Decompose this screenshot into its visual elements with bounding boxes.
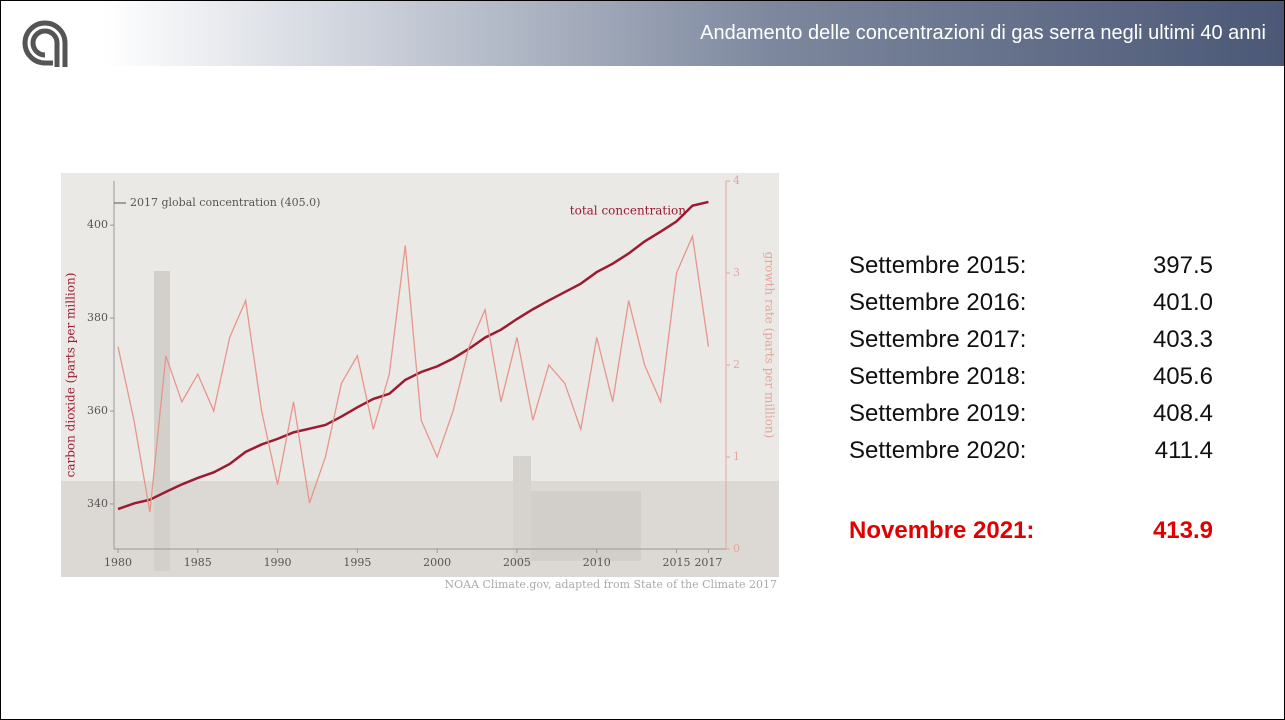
reading-row: Settembre 2015: 397.5 — [849, 252, 1213, 280]
y2-tick-label: 0 — [733, 542, 740, 555]
x-tick-label: 2015 — [663, 556, 691, 569]
y-tick-label: 380 — [87, 311, 108, 324]
y2-axis-label: growth rate (parts per million) — [763, 252, 777, 439]
scenery — [154, 271, 170, 571]
chart: 340 360 380 400 0 1 2 3 4 1980 1985 1990 1995 2000 200… — [61, 173, 779, 591]
x-tick-label: 2017 — [694, 556, 722, 569]
reading-value: 405.6 — [1152, 363, 1213, 390]
y2-tick-label: 3 — [733, 266, 740, 279]
reading-row: Settembre 2016: 401.0 — [849, 289, 1213, 317]
x-tick-label: 2005 — [503, 556, 531, 569]
reading-label: Settembre 2017: — [849, 326, 1027, 353]
y-axis-label: carbon dioxide (parts per million) — [64, 273, 78, 478]
reading-label: Settembre 2018: — [849, 363, 1027, 390]
x-tick-label: 2010 — [583, 556, 611, 569]
scenery — [513, 456, 531, 566]
reading-value: 411.4 — [1154, 437, 1213, 464]
scenery — [61, 481, 779, 577]
annotation: 2017 global concentration (405.0) — [130, 196, 320, 209]
reading-row: Novembre 2021: 413.9 — [849, 517, 1213, 545]
reading-row: Settembre 2017: 403.3 — [849, 326, 1213, 354]
reading-value: 397.5 — [1152, 252, 1213, 279]
reading-label: Settembre 2015: — [849, 252, 1027, 279]
reading-label: Novembre 2021: — [849, 517, 1035, 544]
reading-value: 401.0 — [1152, 289, 1213, 316]
y-tick-label: 400 — [87, 218, 108, 231]
slide-title: Andamento delle concentrazioni di gas se… — [700, 22, 1266, 44]
reading-value: 408.4 — [1152, 400, 1213, 427]
series-line — [117, 200, 709, 511]
reading-row: Settembre 2019: 408.4 — [849, 400, 1213, 428]
reading-label: Settembre 2016: — [849, 289, 1027, 316]
series-line — [117, 233, 710, 513]
y-tick-label: 360 — [87, 404, 108, 417]
y2-tick-label: 4 — [733, 174, 740, 187]
reading-row: Settembre 2020: 411.4 — [849, 437, 1213, 465]
logo — [22, 20, 68, 67]
reading-value: 413.9 — [1152, 517, 1213, 544]
y2-tick-label: 2 — [733, 358, 740, 371]
y2-tick-label: 1 — [733, 450, 740, 463]
reading-value: 403.3 — [1152, 326, 1213, 353]
scenery — [531, 491, 641, 561]
header-bar — [1, 1, 1284, 66]
reading-label: Settembre 2019: — [849, 400, 1027, 427]
x-tick-label: 1995 — [343, 556, 371, 569]
x-tick-label: 1980 — [104, 556, 132, 569]
reading-label: Settembre 2020: — [849, 437, 1027, 464]
source: NOAA Climate.gov, adapted from State of … — [444, 578, 777, 591]
series-label: total concentration — [570, 204, 686, 218]
x-tick-label: 1990 — [264, 556, 292, 569]
x-tick-label: 1985 — [184, 556, 212, 569]
y-tick-label: 340 — [87, 497, 108, 510]
x-tick-label: 2000 — [423, 556, 451, 569]
reading-row: Settembre 2018: 405.6 — [849, 363, 1213, 391]
